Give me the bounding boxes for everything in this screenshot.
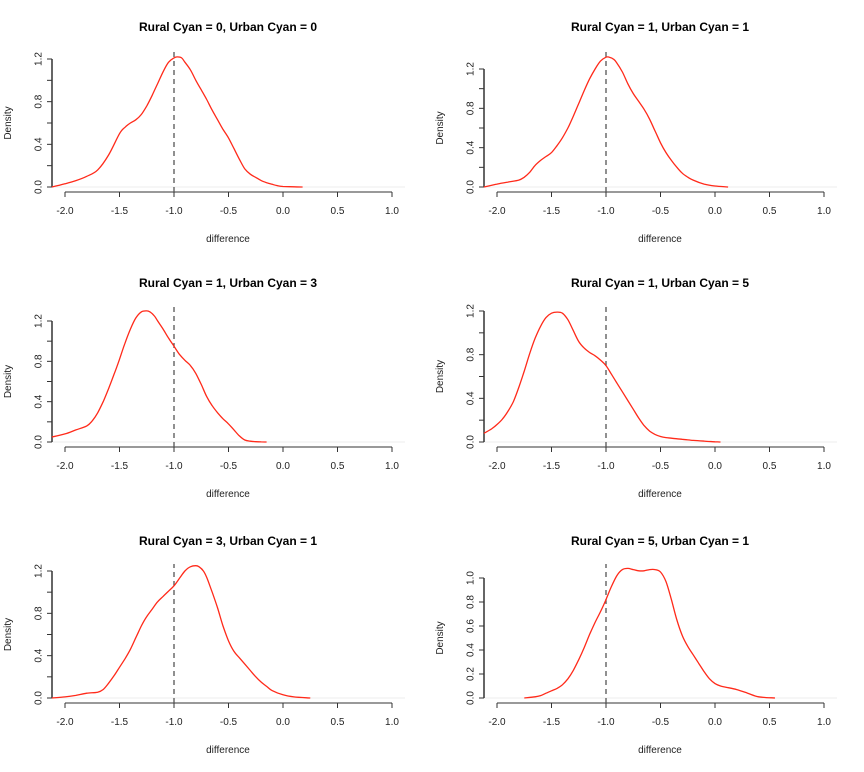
x-tick-label: -1.0 — [597, 461, 615, 472]
x-tick-label: -0.5 — [220, 461, 238, 472]
x-tick-label: -2.0 — [56, 206, 74, 217]
y-tick-label: 0.6 — [466, 619, 477, 633]
x-tick-label: 0.5 — [763, 461, 777, 472]
panel-title: Rural Cyan = 5, Urban Cyan = 1 — [571, 534, 749, 548]
x-tick-label: -1.0 — [165, 206, 183, 217]
y-axis-label: Density — [3, 365, 14, 398]
y-tick-label: 1.2 — [34, 314, 45, 328]
panel-title: Rural Cyan = 3, Urban Cyan = 1 — [139, 534, 317, 548]
x-tick-label: -1.0 — [165, 717, 183, 728]
x-tick-label: 1.0 — [385, 461, 399, 472]
x-tick-label: -1.0 — [597, 717, 615, 728]
x-tick-label: 1.0 — [817, 461, 831, 472]
y-tick-label: 0.4 — [466, 391, 477, 405]
y-axis-label: Density — [435, 111, 446, 144]
y-tick-label: 0.8 — [34, 354, 45, 368]
x-tick-label: 0.5 — [331, 717, 345, 728]
x-tick-label: -2.0 — [488, 461, 506, 472]
y-tick-label: 1.0 — [466, 571, 477, 585]
x-tick-label: 0.5 — [763, 717, 777, 728]
y-tick-label: 1.2 — [466, 304, 477, 318]
y-tick-label: 0.8 — [34, 94, 45, 108]
y-tick-label: 0.8 — [466, 347, 477, 361]
x-tick-label: -1.5 — [543, 206, 561, 217]
panel-1: Rural Cyan = 0, Urban Cyan = 0 differenc… — [3, 20, 405, 245]
x-tick-label: -1.5 — [111, 206, 129, 217]
panel-title: Rural Cyan = 1, Urban Cyan = 5 — [571, 276, 749, 290]
y-tick-label: 1.2 — [34, 564, 45, 578]
x-tick-label: 0.5 — [763, 206, 777, 217]
x-tick-label: -1.0 — [165, 461, 183, 472]
y-tick-label: 0.0 — [34, 180, 45, 194]
panel-title: Rural Cyan = 0, Urban Cyan = 0 — [139, 20, 317, 34]
x-tick-label: 1.0 — [817, 206, 831, 217]
x-tick-label: 0.0 — [276, 461, 290, 472]
x-tick-label: -1.5 — [543, 717, 561, 728]
x-tick-label: -0.5 — [220, 717, 238, 728]
y-axis-label: Density — [435, 360, 446, 393]
density-curve — [483, 56, 729, 188]
x-axis-label: difference — [638, 745, 682, 756]
y-axis-label: Density — [3, 106, 14, 139]
density-curve — [483, 311, 721, 443]
x-tick-label: -2.0 — [488, 717, 506, 728]
y-axis-label: Density — [3, 618, 14, 651]
y-tick-label: 0.4 — [466, 140, 477, 154]
x-tick-label: 1.0 — [385, 717, 399, 728]
x-tick-label: -1.5 — [111, 717, 129, 728]
x-tick-label: -0.5 — [652, 206, 670, 217]
y-tick-label: 0.4 — [34, 137, 45, 151]
y-tick-label: 0.0 — [466, 180, 477, 194]
y-tick-label: 0.4 — [34, 394, 45, 408]
panel-4: Rural Cyan = 1, Urban Cyan = 5 differenc… — [435, 276, 837, 500]
x-axis-label: difference — [638, 234, 682, 245]
density-curve — [51, 310, 267, 443]
x-axis-label: difference — [206, 489, 250, 500]
panel-5: Rural Cyan = 3, Urban Cyan = 1 differenc… — [3, 534, 405, 756]
x-tick-label: 1.0 — [385, 206, 399, 217]
density-curve — [51, 56, 303, 188]
x-tick-label: -2.0 — [56, 717, 74, 728]
x-tick-label: -0.5 — [652, 461, 670, 472]
x-tick-label: -1.5 — [543, 461, 561, 472]
y-axis-label: Density — [435, 621, 446, 654]
y-tick-label: 0.8 — [34, 606, 45, 620]
y-tick-label: 0.2 — [466, 667, 477, 681]
y-tick-label: 1.2 — [466, 62, 477, 76]
y-tick-label: 1.2 — [34, 52, 45, 66]
x-tick-label: 1.0 — [817, 717, 831, 728]
y-tick-label: 0.4 — [466, 643, 477, 657]
x-tick-label: 0.5 — [331, 461, 345, 472]
x-tick-label: 0.0 — [708, 717, 722, 728]
x-axis-label: difference — [206, 745, 250, 756]
x-tick-label: -2.0 — [488, 206, 506, 217]
x-tick-label: 0.0 — [276, 717, 290, 728]
panel-6: Rural Cyan = 5, Urban Cyan = 1 differenc… — [435, 534, 837, 756]
x-tick-label: -1.5 — [111, 461, 129, 472]
y-tick-label: 0.0 — [466, 435, 477, 449]
x-tick-label: 0.0 — [708, 206, 722, 217]
panel-title: Rural Cyan = 1, Urban Cyan = 1 — [571, 20, 749, 34]
x-tick-label: -0.5 — [220, 206, 238, 217]
density-curve — [524, 567, 776, 699]
y-tick-label: 0.4 — [34, 648, 45, 662]
x-tick-label: -1.0 — [597, 206, 615, 217]
y-tick-label: 0.8 — [466, 101, 477, 115]
x-tick-label: 0.0 — [276, 206, 290, 217]
x-tick-label: -2.0 — [56, 461, 74, 472]
y-tick-label: 0.0 — [34, 435, 45, 449]
panel-3: Rural Cyan = 1, Urban Cyan = 3 differenc… — [3, 276, 405, 500]
panel-2: Rural Cyan = 1, Urban Cyan = 1 differenc… — [435, 20, 837, 245]
y-tick-label: 0.0 — [34, 691, 45, 705]
y-tick-label: 0.0 — [466, 691, 477, 705]
x-tick-label: -0.5 — [652, 717, 670, 728]
x-tick-label: 0.5 — [331, 206, 345, 217]
panel-title: Rural Cyan = 1, Urban Cyan = 3 — [139, 276, 317, 290]
y-tick-label: 0.8 — [466, 595, 477, 609]
x-axis-label: difference — [206, 234, 250, 245]
x-tick-label: 0.0 — [708, 461, 722, 472]
x-axis-label: difference — [638, 489, 682, 500]
density-curve — [51, 565, 311, 699]
